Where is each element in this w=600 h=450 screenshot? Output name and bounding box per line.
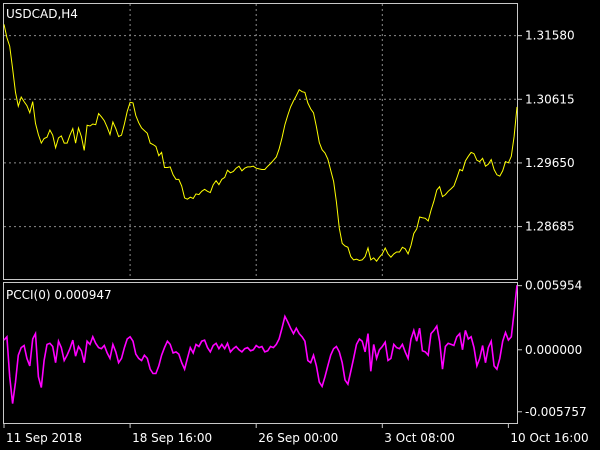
y-tick-label: -0.005757 — [525, 405, 587, 419]
indicator-chart-title: PCCI(0) 0.000947 — [6, 288, 112, 302]
time-axis: 11 Sep 2018 18 Sep 16:00 26 Sep 00:00 3 Oct… — [3, 423, 589, 445]
x-tick-label: 10 Oct 16:00 — [510, 431, 588, 445]
x-tick-label: 11 Sep 2018 — [6, 431, 82, 445]
indicator-line — [3, 285, 518, 404]
indicator-series — [3, 285, 518, 404]
indicator-axis: 0.005954 0.000000 -0.005757 — [517, 279, 587, 419]
x-tick-label: 26 Sep 00:00 — [258, 431, 338, 445]
x-tick-label: 18 Sep 16:00 — [132, 431, 212, 445]
y-tick-label: 1.28685 — [525, 220, 575, 234]
y-tick-label: 1.30615 — [525, 92, 575, 106]
price-axis: 1.31580 1.30615 1.29650 1.28685 — [517, 29, 575, 234]
y-tick-label: 0.000000 — [525, 343, 582, 357]
x-tick-label: 3 Oct 08:00 — [384, 431, 455, 445]
y-tick-label: 0.005954 — [525, 279, 582, 293]
price-series — [3, 24, 518, 263]
y-tick-label: 1.31580 — [525, 29, 575, 43]
indicator-panel-frame — [3, 282, 518, 424]
price-line — [3, 24, 518, 263]
price-panel-frame — [3, 3, 518, 280]
price-chart-title: USDCAD,H4 — [6, 7, 78, 21]
y-tick-label: 1.29650 — [525, 156, 575, 170]
price-grid — [4, 4, 517, 279]
